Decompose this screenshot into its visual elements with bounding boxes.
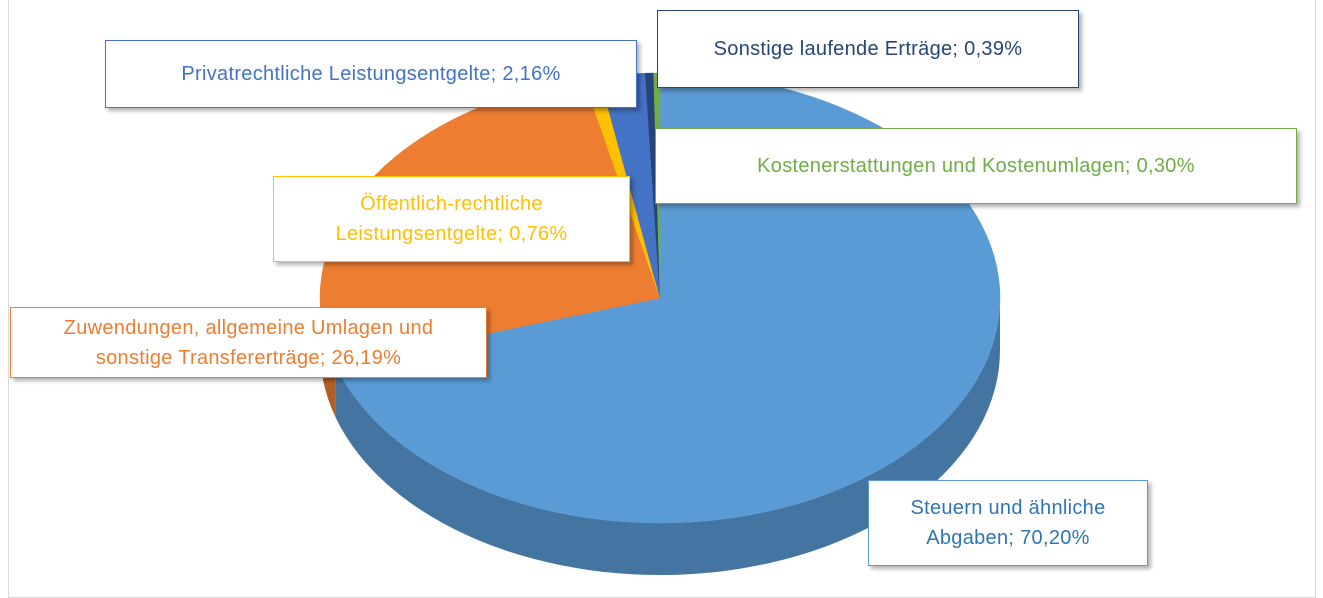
data-label: Privatrechtliche Leistungsentgelte; 2,16… [105,40,637,108]
value-label: 0,39% [964,38,1023,60]
category-name: Privatrechtliche Leistungsentgelte [181,63,491,85]
value-label: 26,19% [331,346,402,369]
data-label: Steuern und ähnliche Abgaben; 70,20% [868,480,1148,566]
data-label: Öffentlich-rechtliche Leistungsentgelte;… [273,176,630,262]
separator: ; [497,223,510,245]
separator: ; [490,63,503,85]
data-label: Kostenerstattungen und Kostenumlagen; 0,… [655,128,1297,204]
value-label: 0,30% [1136,155,1195,177]
category-name: Zuwendungen, allgemeine Umlagen und sons… [63,316,440,369]
pie-slice-side [335,298,1000,575]
data-label-text: Öffentlich-rechtliche Leistungsentgelte;… [288,189,615,249]
data-label-text: Kostenerstattungen und Kostenumlagen; 0,… [757,151,1195,181]
data-label: Zuwendungen, allgemeine Umlagen und sons… [10,307,487,378]
category-name: Steuern und ähnliche Abgaben [910,497,1111,549]
separator: ; [952,38,965,60]
value-label: 2,16% [502,63,561,85]
value-label: 0,76% [509,223,568,245]
data-label-text: Zuwendungen, allgemeine Umlagen und sons… [25,313,472,373]
data-label-text: Steuern und ähnliche Abgaben; 70,20% [883,493,1133,553]
data-label: Sonstige laufende Erträge; 0,39% [657,10,1079,88]
pie-tops [319,72,1001,524]
separator: ; [319,346,332,369]
data-label-text: Privatrechtliche Leistungsentgelte; 2,16… [181,59,560,89]
category-name: Kostenerstattungen und Kostenumlagen [757,155,1125,177]
data-label-text: Sonstige laufende Erträge; 0,39% [714,34,1023,64]
value-label: 70,20% [1020,527,1090,549]
category-name: Öffentlich-rechtliche Leistungsentgelte [335,193,549,245]
separator: ; [1008,527,1021,549]
category-name: Sonstige laufende Erträge [713,38,953,60]
separator: ; [1124,155,1137,177]
